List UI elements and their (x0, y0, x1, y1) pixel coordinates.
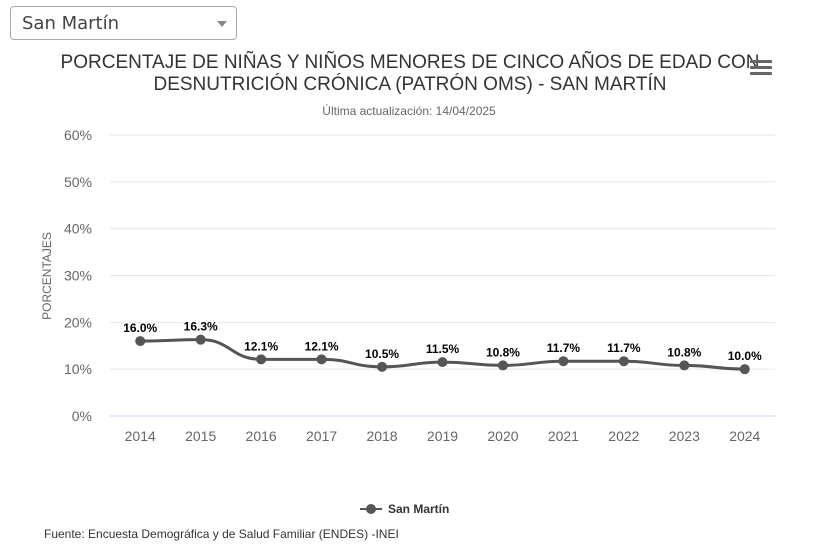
x-tick-label: 2016 (246, 428, 277, 444)
data-point[interactable] (437, 357, 448, 368)
legend-symbol-icon (360, 501, 382, 517)
y-tick-label: 20% (64, 314, 92, 330)
data-label: 11.7% (607, 341, 641, 355)
x-tick-label: 2014 (125, 428, 156, 444)
grid-lines (110, 134, 775, 417)
chart-title: PORCENTAJE DE NIÑAS Y NIÑOS MENORES DE C… (40, 52, 780, 96)
source-note: Fuente: Encuesta Demográfica y de Salud … (44, 527, 399, 541)
data-point[interactable] (558, 356, 569, 367)
series-points (135, 334, 750, 375)
x-tick-label: 2024 (729, 428, 760, 444)
data-point[interactable] (135, 336, 146, 347)
data-label: 11.7% (547, 341, 581, 355)
hamburger-menu-icon[interactable] (750, 60, 772, 78)
x-tick-label: 2018 (366, 428, 397, 444)
data-point[interactable] (316, 354, 327, 365)
x-tick-label: 2021 (548, 428, 579, 444)
data-point[interactable] (377, 361, 388, 372)
x-tick-label: 2020 (487, 428, 518, 444)
data-point[interactable] (739, 364, 750, 375)
y-axis-ticks: 0% 10% 20% 30% 40% 50% 60% (64, 127, 92, 424)
data-labels: 16.0% 16.3% 12.1% 12.1% 10.5% 11.5% 10.8% 11.7%… (122, 318, 764, 365)
data-label: 10.0% (728, 349, 762, 363)
chart-title-line-1: PORCENTAJE DE NIÑAS Y NIÑOS MENORES DE C… (60, 52, 760, 73)
x-tick-label: 2015 (185, 428, 216, 444)
y-axis-title: PORCENTAJES (40, 232, 54, 320)
data-label: 11.5% (426, 342, 460, 356)
data-point[interactable] (195, 334, 206, 345)
region-select-value: San Martín (22, 13, 120, 34)
y-tick-label: 40% (64, 221, 92, 237)
y-tick-label: 0% (72, 408, 92, 424)
x-axis-ticks: 2014 2015 2016 2017 2018 2019 2020 2021 2022 2023… (125, 428, 761, 444)
x-tick-label: 2022 (608, 428, 639, 444)
data-point[interactable] (679, 360, 690, 371)
data-label: 10.8% (486, 345, 520, 359)
x-tick-label: 2023 (669, 428, 700, 444)
legend-label: San Martín (388, 502, 450, 516)
data-point[interactable] (618, 356, 629, 367)
data-label: 12.1% (244, 339, 278, 353)
y-tick-label: 30% (64, 268, 92, 284)
data-label: 10.8% (667, 345, 701, 359)
chart-subtitle: Última actualización: 14/04/2025 (322, 104, 496, 118)
y-tick-label: 10% (64, 361, 92, 377)
y-tick-label: 50% (64, 174, 92, 190)
y-tick-label: 60% (64, 127, 92, 143)
chart-title-line-2: DESNUTRICIÓN CRÓNICA (PATRÓN OMS) - SAN … (153, 74, 667, 95)
legend-item-san-martin[interactable]: San Martín (360, 501, 449, 517)
data-label: 16.0% (123, 321, 157, 335)
chevron-down-icon (217, 21, 227, 27)
x-tick-label: 2019 (427, 428, 458, 444)
data-label: 10.5% (365, 347, 399, 361)
data-label: 16.3% (184, 320, 218, 334)
data-point[interactable] (497, 360, 508, 371)
data-point[interactable] (256, 354, 267, 365)
x-tick-label: 2017 (306, 428, 337, 444)
data-label: 12.1% (305, 339, 339, 353)
region-select[interactable]: San Martín (10, 6, 237, 40)
